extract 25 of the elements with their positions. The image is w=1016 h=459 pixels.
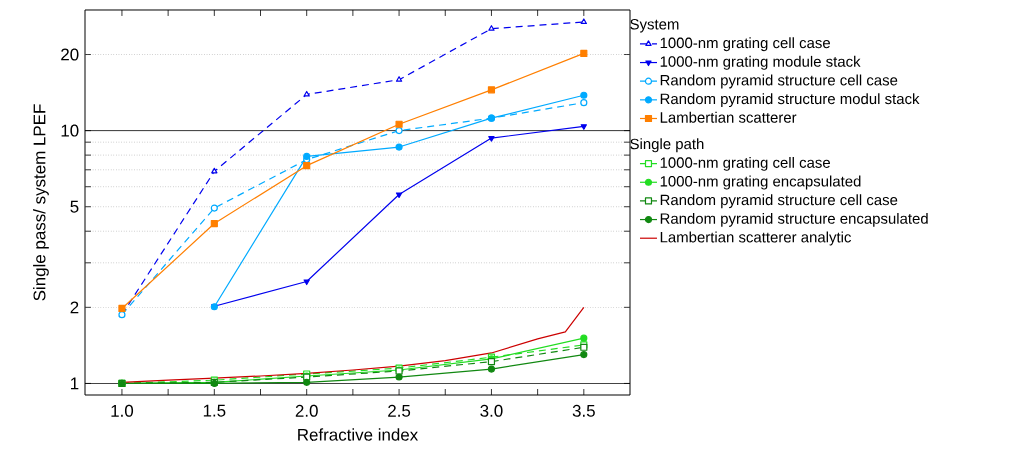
- legend-title: System: [630, 18, 679, 33]
- x-tick-label: 1.0: [111, 404, 134, 417]
- y-tick-label: 1: [71, 377, 79, 390]
- y-tick-label: 2: [70, 301, 79, 314]
- x-axis-title: Refractive index: [298, 428, 418, 441]
- legend-label: 1000-nm grating cell case: [660, 156, 830, 171]
- legend-label: Lambertian scatterer: [660, 111, 797, 123]
- legend-label: Random pyramid structure encapsulated: [660, 212, 928, 227]
- x-tick-label: 3.0: [480, 404, 503, 417]
- y-tick-label: 10: [61, 124, 79, 137]
- legend-label: Random pyramid structure modul stack: [660, 93, 920, 108]
- x-tick-label: 2.0: [295, 404, 318, 417]
- legend-label: Random pyramid structure cell case: [660, 194, 898, 209]
- legend-label: Lambertian scatterer analytic: [660, 231, 852, 246]
- x-tick-label: 3.5: [572, 404, 595, 417]
- y-tick-label: 5: [70, 200, 79, 213]
- y-axis-title: Single pass/ system LPEF: [33, 104, 49, 301]
- y-tick-label: 20: [61, 48, 79, 61]
- legend-label: 1000-nm grating cell case: [660, 37, 830, 52]
- legend-label: 1000-nm grating encapsulated: [660, 175, 861, 190]
- x-tick-label: 2.5: [388, 404, 411, 417]
- legend-label: Random pyramid structure cell case: [660, 74, 898, 89]
- legend-label: 1000-nm grating module stack: [660, 55, 861, 70]
- x-tick-label: 1.5: [203, 404, 226, 417]
- text: Single path: [630, 138, 704, 153]
